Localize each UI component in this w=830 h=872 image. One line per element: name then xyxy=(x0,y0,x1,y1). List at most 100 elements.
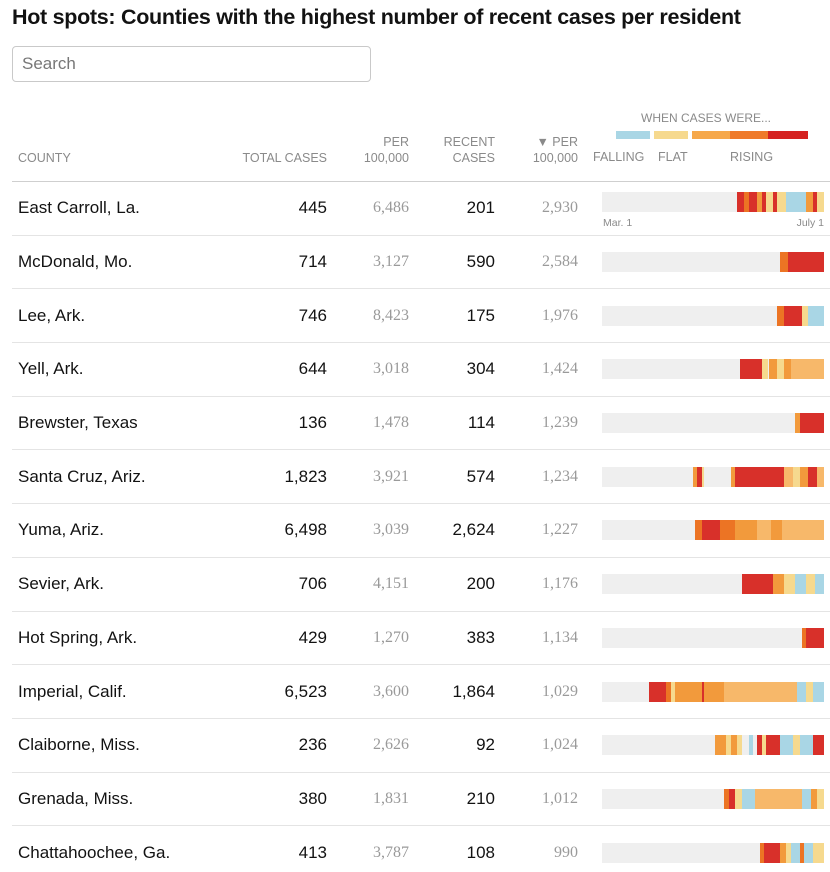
header-recent-line1[interactable]: RECENT xyxy=(443,135,495,149)
table-row[interactable]: Chattahoochee, Ga. 413 3,787 108 990 xyxy=(12,826,830,872)
trend-segment xyxy=(790,359,802,380)
trend-segment xyxy=(801,359,824,380)
trend-segment xyxy=(779,843,787,864)
legend-rising-label: RISING xyxy=(730,150,774,164)
cases-per-100k: 4,151 xyxy=(373,575,409,593)
cases-per-100k: 8,423 xyxy=(373,306,409,324)
recent-cases: 590 xyxy=(466,252,495,272)
total-cases: 6,523 xyxy=(284,681,327,701)
trend-segment xyxy=(730,466,736,487)
recent-cases: 175 xyxy=(466,305,495,325)
trend-segment xyxy=(810,788,818,809)
trend-segment xyxy=(784,574,796,595)
recent-per-100k: 1,976 xyxy=(542,306,578,324)
search-input[interactable] xyxy=(12,46,371,82)
county-name: Chattahoochee, Ga. xyxy=(18,843,171,863)
total-cases: 413 xyxy=(298,843,327,863)
legend-flat-label: FLAT xyxy=(658,150,688,164)
total-cases: 706 xyxy=(298,574,327,594)
trend-segment xyxy=(770,520,782,541)
trend-segment xyxy=(777,305,785,326)
cases-per-100k: 3,787 xyxy=(373,844,409,862)
recent-cases: 108 xyxy=(466,843,495,863)
trend-segment xyxy=(792,735,800,756)
trend-segment xyxy=(761,192,767,213)
header-total-cases[interactable]: TOTAL CASES xyxy=(242,151,327,165)
trend-bar xyxy=(602,305,824,326)
county-name: Sevier, Ark. xyxy=(18,574,104,594)
trend-segment xyxy=(784,305,802,326)
trend-segment xyxy=(779,735,793,756)
recent-cases: 2,624 xyxy=(452,520,495,540)
axis-start-label: Mar. 1 xyxy=(603,217,633,229)
trend-segment xyxy=(735,788,742,809)
trend-segment xyxy=(817,466,824,487)
table-row[interactable]: East Carroll, La. 445 6,486 201 2,930 Mar. 1 J… xyxy=(12,182,830,236)
trend-segment xyxy=(772,574,785,595)
trend-bar xyxy=(602,735,824,756)
table-row[interactable]: McDonald, Mo. 714 3,127 590 2,584 xyxy=(12,236,830,290)
trend-segment xyxy=(728,788,736,809)
county-name: East Carroll, La. xyxy=(18,198,140,218)
recent-per-100k: 1,024 xyxy=(542,736,578,754)
trend-segment xyxy=(801,788,811,809)
cases-per-100k: 1,478 xyxy=(373,414,409,432)
trend-segment xyxy=(726,735,731,756)
header-per-line2[interactable]: 100,000 xyxy=(363,151,409,165)
table-row[interactable]: Yuma, Ariz. 6,498 3,039 2,624 1,227 xyxy=(12,504,830,558)
trend-segment xyxy=(790,843,800,864)
trend-segment xyxy=(741,574,773,595)
table-row[interactable]: Sevier, Ark. 706 4,151 200 1,176 xyxy=(12,558,830,612)
recent-cases: 200 xyxy=(466,574,495,594)
trend-segment xyxy=(757,735,762,756)
header-per-line1[interactable]: PER xyxy=(383,135,409,149)
table-row[interactable]: Grenada, Miss. 380 1,831 210 1,012 xyxy=(12,773,830,827)
trend-segment xyxy=(808,466,818,487)
total-cases: 714 xyxy=(298,252,327,272)
trend-segment xyxy=(730,735,738,756)
trend-bar xyxy=(602,413,824,434)
header-recent-line2[interactable]: CASES xyxy=(452,151,495,165)
trend-segment xyxy=(792,466,800,487)
table-row[interactable]: Yell, Ark. 644 3,018 304 1,424 xyxy=(12,343,830,397)
trend-segment xyxy=(704,681,725,702)
header-recent-per-line2[interactable]: 100,000 xyxy=(532,151,578,165)
table-row[interactable]: Claiborne, Miss. 236 2,626 92 1,024 xyxy=(12,719,830,773)
table-row[interactable]: Lee, Ark. 746 8,423 175 1,976 xyxy=(12,289,830,344)
trend-segment xyxy=(766,735,780,756)
axis-end-label: July 1 xyxy=(796,217,824,229)
county-table: East Carroll, La. 445 6,486 201 2,930 Mar. 1 J… xyxy=(0,182,830,872)
trend-segment xyxy=(804,843,813,864)
table-row[interactable]: Brewster, Texas 136 1,478 114 1,239 xyxy=(12,397,830,451)
trend-segment xyxy=(724,788,729,809)
trend-bar xyxy=(602,574,824,595)
recent-cases: 574 xyxy=(466,466,495,486)
trend-segment xyxy=(801,627,807,648)
cases-per-100k: 3,018 xyxy=(373,360,409,378)
county-name: Hot Spring, Ark. xyxy=(18,627,138,647)
header-county[interactable]: COUNTY xyxy=(18,151,71,165)
trend-bar xyxy=(602,359,824,380)
recent-per-100k: 1,239 xyxy=(542,414,578,432)
recent-per-100k: 1,227 xyxy=(542,521,578,539)
trend-segment xyxy=(786,192,807,213)
trend-segment xyxy=(695,520,702,541)
table-row[interactable]: Hot Spring, Ark. 429 1,270 383 1,134 xyxy=(12,612,830,666)
header-recent-per-line1[interactable]: ▼ PER xyxy=(536,135,578,149)
cases-per-100k: 6,486 xyxy=(373,199,409,217)
trend-segment xyxy=(779,252,789,273)
table-row[interactable]: Santa Cruz, Ariz. 1,823 3,921 574 1,234 xyxy=(12,450,830,505)
trend-segment xyxy=(737,192,745,213)
total-cases: 136 xyxy=(298,413,327,433)
trend-segment xyxy=(735,520,758,541)
recent-per-100k: 990 xyxy=(554,844,578,862)
trend-segment xyxy=(701,466,705,487)
total-cases: 236 xyxy=(298,735,327,755)
county-name: Imperial, Calif. xyxy=(18,681,127,701)
county-name: Yell, Ark. xyxy=(18,359,84,379)
trend-segment xyxy=(815,574,824,595)
table-row[interactable]: Imperial, Calif. 6,523 3,600 1,864 1,029 xyxy=(12,665,830,719)
county-name: Brewster, Texas xyxy=(18,413,138,433)
cases-per-100k: 3,921 xyxy=(373,467,409,485)
trend-segment xyxy=(799,466,809,487)
